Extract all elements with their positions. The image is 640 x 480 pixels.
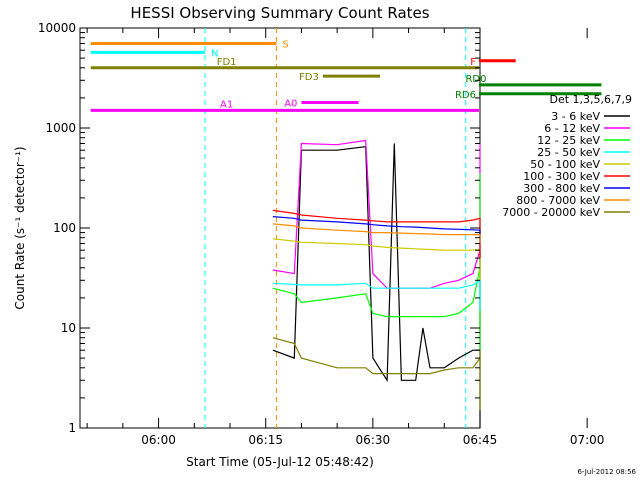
flag-label-n: N [211, 48, 218, 59]
x-axis-label: Start Time (05-Jul-12 05:48:42) [186, 455, 374, 469]
x-tick-label: 07:00 [570, 433, 605, 447]
x-tick-label: 06:15 [248, 433, 283, 447]
series-line-4 [272, 238, 481, 281]
y-tick-label: 1000 [45, 121, 76, 135]
y-axis-label: Count Rate (s⁻¹ detector⁻¹) [13, 146, 27, 309]
flag-label-s: S [282, 39, 288, 50]
flag-label-f: F [470, 57, 476, 68]
legend-label: 12 - 25 keV [537, 134, 600, 147]
count-rate-series [272, 139, 481, 428]
x-tick-label: 06:45 [463, 433, 498, 447]
instrument-flags: S N F FD1 FD3 RD0 RD6 A0 A1 [90, 39, 602, 112]
y-tick-label: 10000 [38, 21, 76, 35]
y-tick-label: 100 [53, 221, 76, 235]
chart-title: HESSI Observing Summary Count Rates [130, 4, 429, 22]
series-line-1 [272, 139, 481, 289]
legend-label: 6 - 12 keV [544, 122, 600, 135]
x-tick-label: 06:30 [356, 433, 391, 447]
series-line-8 [272, 337, 481, 411]
flag-label-fd3: FD3 [299, 72, 319, 83]
series-line-0 [272, 143, 481, 428]
timestamp: 6-Jul-2012 08:56 [577, 468, 636, 476]
x-tick-label: 06:00 [141, 433, 176, 447]
legend-label: 800 - 7000 keV [516, 194, 600, 207]
legend-label: 300 - 800 keV [523, 182, 600, 195]
legend-label: 100 - 300 keV [523, 170, 600, 183]
plot-area [79, 27, 481, 429]
legend-label: 7000 - 20000 keV [502, 206, 600, 219]
flag-label-rd6: RD6 [455, 90, 476, 101]
axes: 1 10 100 1000 10000 06:00 06:15 06:30 06:45 07:00… [38, 21, 605, 447]
series-line-3 [272, 279, 481, 311]
series-line-7 [272, 223, 481, 244]
legend-label: 50 - 100 keV [530, 158, 600, 171]
flag-label-rd0: RD0 [465, 74, 486, 85]
vertical-markers [204, 28, 467, 428]
flag-label-fd1: FD1 [217, 57, 237, 68]
series-line-2 [272, 173, 481, 351]
y-tick-label: 10 [61, 321, 76, 335]
legend-label: 25 - 50 keV [537, 146, 600, 159]
flag-label-a1: A1 [220, 99, 233, 110]
legend-label: 3 - 6 keV [551, 110, 600, 123]
y-tick-label: 1 [68, 421, 76, 435]
flag-label-a0: A0 [284, 98, 297, 109]
legend-title: Det 1,3,5,6,7,9 [549, 93, 632, 106]
series-line-5 [272, 209, 481, 259]
